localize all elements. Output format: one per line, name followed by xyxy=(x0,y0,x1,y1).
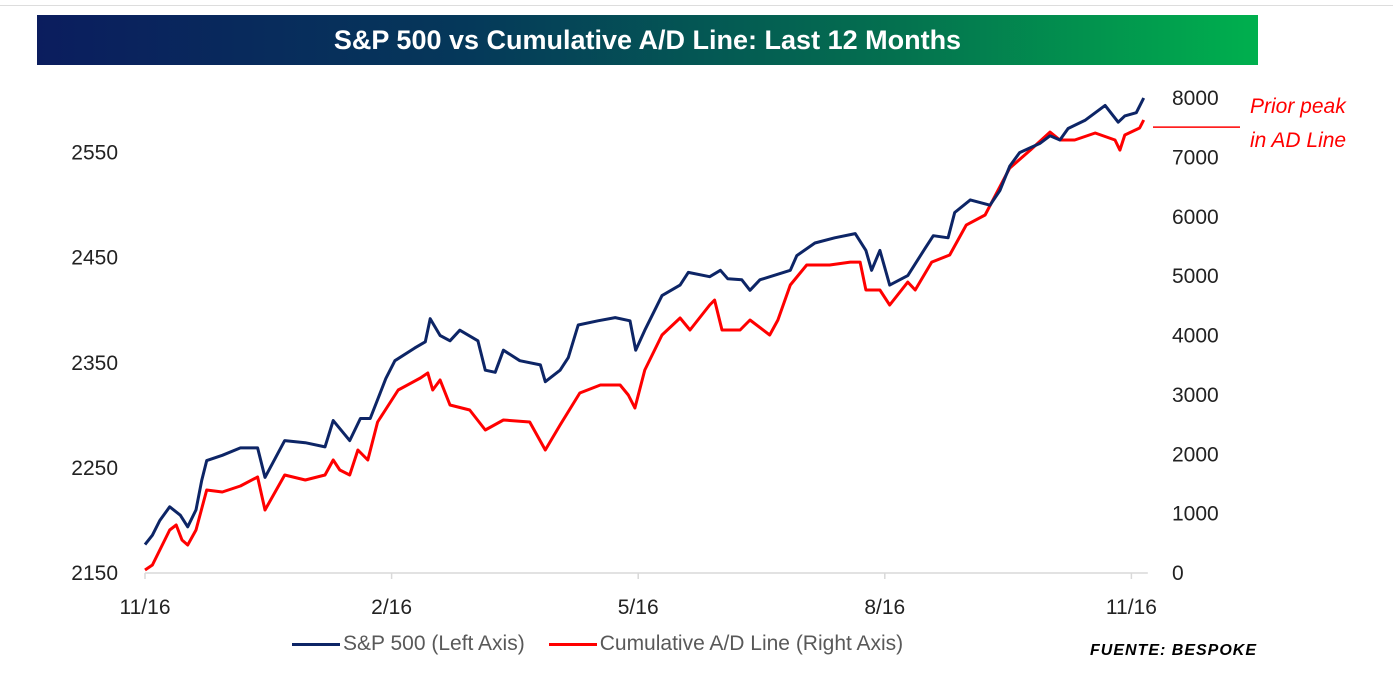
x-tick-label: 5/16 xyxy=(618,596,659,619)
legend: S&P 500 (Left Axis) Cumulative A/D Line … xyxy=(292,632,927,656)
legend-swatch-ad-line xyxy=(548,642,597,646)
sp500-line xyxy=(143,97,1146,546)
chart-title: S&P 500 vs Cumulative A/D Line: Last 12 … xyxy=(333,24,962,55)
right-y-tick-label: 7000 xyxy=(1172,146,1219,169)
right-y-tick-label: 8000 xyxy=(1172,87,1219,110)
left-y-tick-label: 2550 xyxy=(71,142,118,165)
annotation-prior-peak: Prior peak in AD Line xyxy=(1250,90,1346,158)
right-y-tick-label: 2000 xyxy=(1172,443,1219,466)
left-y-tick-label: 2150 xyxy=(71,562,118,585)
source-label: FUENTE: BESPOKE xyxy=(1090,642,1258,659)
right-y-tick-label: 6000 xyxy=(1172,206,1219,229)
legend-swatch-sp500 xyxy=(292,642,340,646)
legend-label-ad-line: Cumulative A/D Line (Right Axis) xyxy=(599,632,904,655)
right-y-tick-label: 4000 xyxy=(1172,325,1219,348)
annotation-line-2: in AD Line xyxy=(1250,129,1347,152)
x-tick-label: 2/16 xyxy=(371,596,412,619)
right-y-tick-label: 0 xyxy=(1172,562,1184,585)
legend-item-ad-line: Cumulative A/D Line (Right Axis) xyxy=(548,632,904,656)
right-y-tick-label: 1000 xyxy=(1172,503,1219,526)
x-tick-label: 8/16 xyxy=(864,596,905,619)
left-y-tick-label: 2450 xyxy=(71,247,118,270)
legend-item-sp500: S&P 500 (Left Axis) xyxy=(292,632,525,656)
left-y-tick-label: 2250 xyxy=(71,457,118,480)
x-tick-label: 11/16 xyxy=(120,596,171,619)
right-y-tick-label: 3000 xyxy=(1172,384,1219,407)
annotation-line-1: Prior peak xyxy=(1250,95,1346,118)
right-y-tick-label: 5000 xyxy=(1172,265,1219,288)
legend-label-sp500: S&P 500 (Left Axis) xyxy=(343,632,525,655)
left-y-tick-label: 2350 xyxy=(71,352,118,375)
top-border xyxy=(0,5,1393,6)
x-tick-label: 11/16 xyxy=(1106,596,1157,619)
ad-line xyxy=(144,119,1146,572)
chart-title-bar: S&P 500 vs Cumulative A/D Line: Last 12 … xyxy=(37,15,1258,65)
